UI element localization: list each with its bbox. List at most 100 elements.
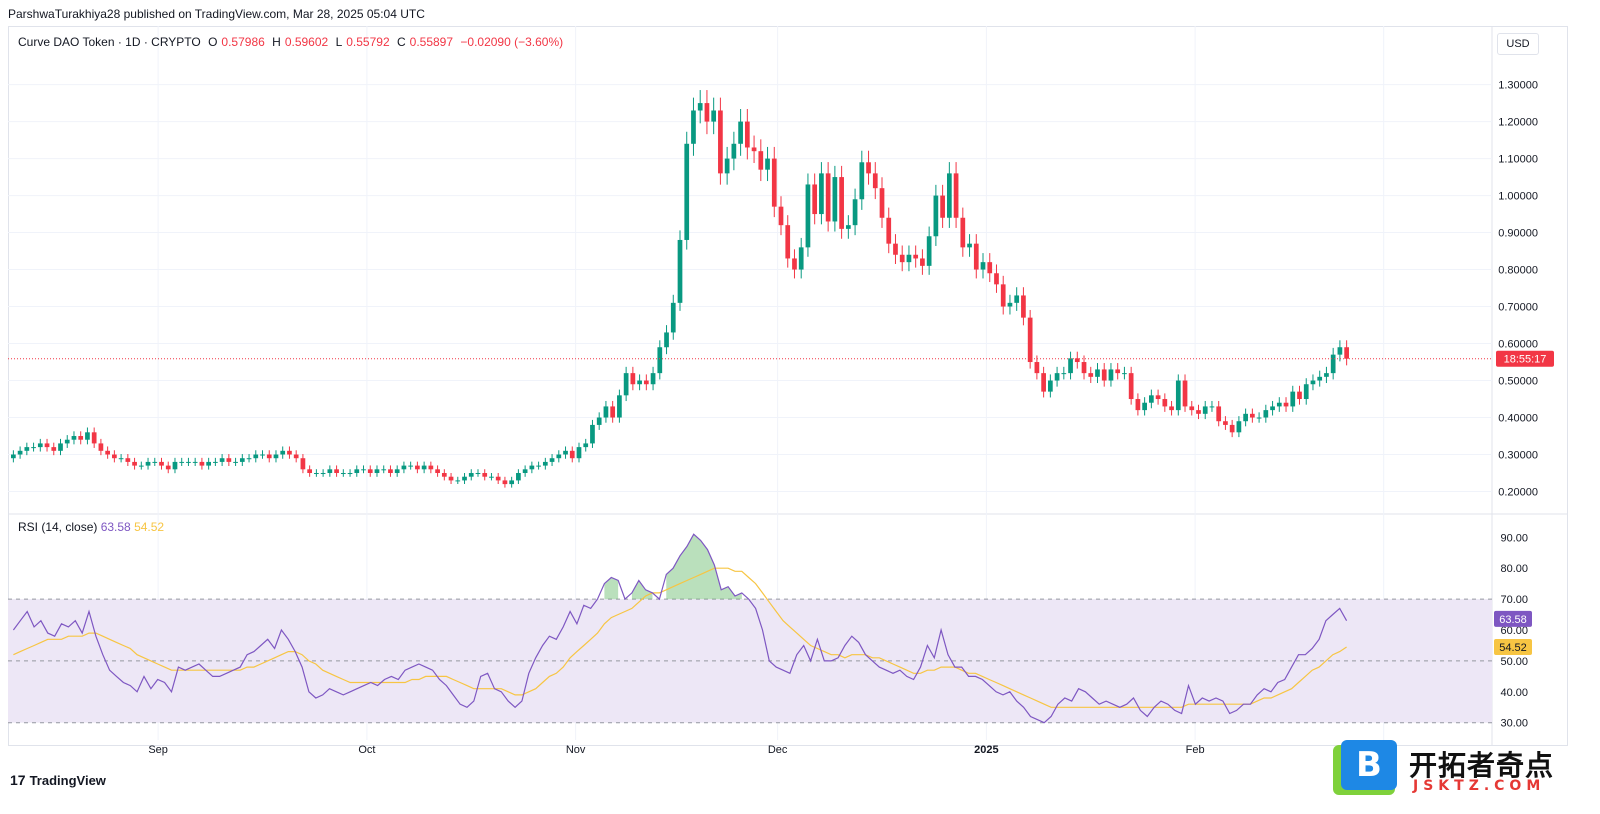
candle <box>1101 363 1107 387</box>
candle-body <box>1034 362 1040 374</box>
candle <box>731 131 737 171</box>
candle <box>677 230 683 311</box>
candle <box>973 234 979 279</box>
candle-body <box>933 195 939 237</box>
candle-body <box>1108 369 1114 381</box>
candle-body <box>1155 395 1161 400</box>
candle <box>879 177 885 228</box>
candle <box>994 264 999 293</box>
publisher-line: ParshwaTurakhiya28 published on TradingV… <box>8 7 425 21</box>
candle <box>1330 347 1336 380</box>
candle-body <box>314 473 319 475</box>
candle-body <box>1276 402 1282 407</box>
candle-body <box>906 254 912 263</box>
candle <box>152 457 158 466</box>
candle <box>31 442 36 452</box>
candle <box>320 469 326 477</box>
candle-body <box>502 480 508 485</box>
candle-body <box>71 436 77 440</box>
candle <box>421 461 427 474</box>
candle <box>691 97 696 156</box>
candle-body <box>893 243 898 255</box>
candle <box>435 465 440 477</box>
candle-body <box>112 454 117 459</box>
candle-body <box>327 469 333 474</box>
candle <box>751 135 757 164</box>
rsi-legend: RSI (14, close) 63.58 54.52 <box>18 520 164 534</box>
candle-body <box>1303 384 1309 400</box>
candle <box>664 325 669 355</box>
candle-body <box>293 454 299 459</box>
rsi-tick-label: 80.00 <box>1500 563 1528 575</box>
candle-body <box>468 473 474 477</box>
candle-body <box>617 395 622 418</box>
candle-body <box>1216 406 1222 422</box>
candle <box>744 109 750 160</box>
candle <box>536 461 541 470</box>
candle <box>78 431 84 445</box>
candle-body <box>1128 373 1134 400</box>
candle-body <box>650 373 656 385</box>
ma-badge: 54.52 <box>1499 642 1527 654</box>
candle <box>1041 366 1046 398</box>
candle <box>1303 378 1309 405</box>
tradingview-brand: TradingView <box>29 773 106 788</box>
open-value: 0.57986 <box>221 35 265 49</box>
candle <box>805 173 811 257</box>
candle <box>940 184 945 228</box>
candle-body <box>1088 373 1094 377</box>
currency-button[interactable]: USD <box>1497 33 1539 55</box>
rsi-title[interactable]: RSI (14, close) <box>18 520 98 534</box>
symbol-label[interactable]: Curve DAO Token · 1D · CRYPTO <box>18 35 201 49</box>
rsi-ma-legend-value: 54.52 <box>134 520 165 534</box>
price-tick-label: 0.90000 <box>1498 228 1538 240</box>
candle-body <box>1324 373 1329 377</box>
candle-body <box>1115 369 1121 374</box>
candle <box>64 435 70 448</box>
candle <box>812 173 818 225</box>
candle <box>1209 400 1215 412</box>
candle <box>933 184 939 246</box>
candle-body <box>246 458 252 460</box>
candle <box>172 457 178 474</box>
tradingview-footer[interactable]: 17 TradingView <box>10 772 106 788</box>
candle <box>468 469 474 481</box>
candle <box>455 476 461 485</box>
candle <box>987 253 993 283</box>
candle <box>1297 385 1302 405</box>
candle-body <box>192 461 198 463</box>
candle-body <box>1209 406 1215 408</box>
candle <box>226 454 232 466</box>
low-label: L <box>335 35 343 49</box>
candle <box>367 465 373 477</box>
candle-body <box>239 458 245 462</box>
price-badge: 18:55:17 <box>1504 354 1547 366</box>
candle <box>792 249 797 279</box>
candle <box>1283 397 1289 412</box>
candle-body <box>1263 410 1269 418</box>
candle <box>1276 397 1282 412</box>
candle-body <box>758 151 764 170</box>
candle <box>287 446 292 459</box>
candle <box>502 476 508 488</box>
candle <box>1290 385 1296 412</box>
candle-body <box>542 461 548 466</box>
candle <box>300 454 306 474</box>
candle <box>1027 309 1033 369</box>
candle-body <box>1256 417 1262 419</box>
candle <box>441 469 447 481</box>
candle-body <box>872 173 878 189</box>
candle-body <box>145 461 151 466</box>
candle <box>960 207 966 257</box>
candle <box>475 469 481 477</box>
candle <box>590 419 595 448</box>
candle-body <box>152 461 158 463</box>
candle <box>159 457 164 470</box>
candle <box>105 446 110 459</box>
price-badge-bg <box>1496 350 1554 367</box>
candle-body <box>105 450 110 455</box>
candle <box>51 442 57 456</box>
candle <box>199 457 205 470</box>
candle <box>347 469 353 477</box>
